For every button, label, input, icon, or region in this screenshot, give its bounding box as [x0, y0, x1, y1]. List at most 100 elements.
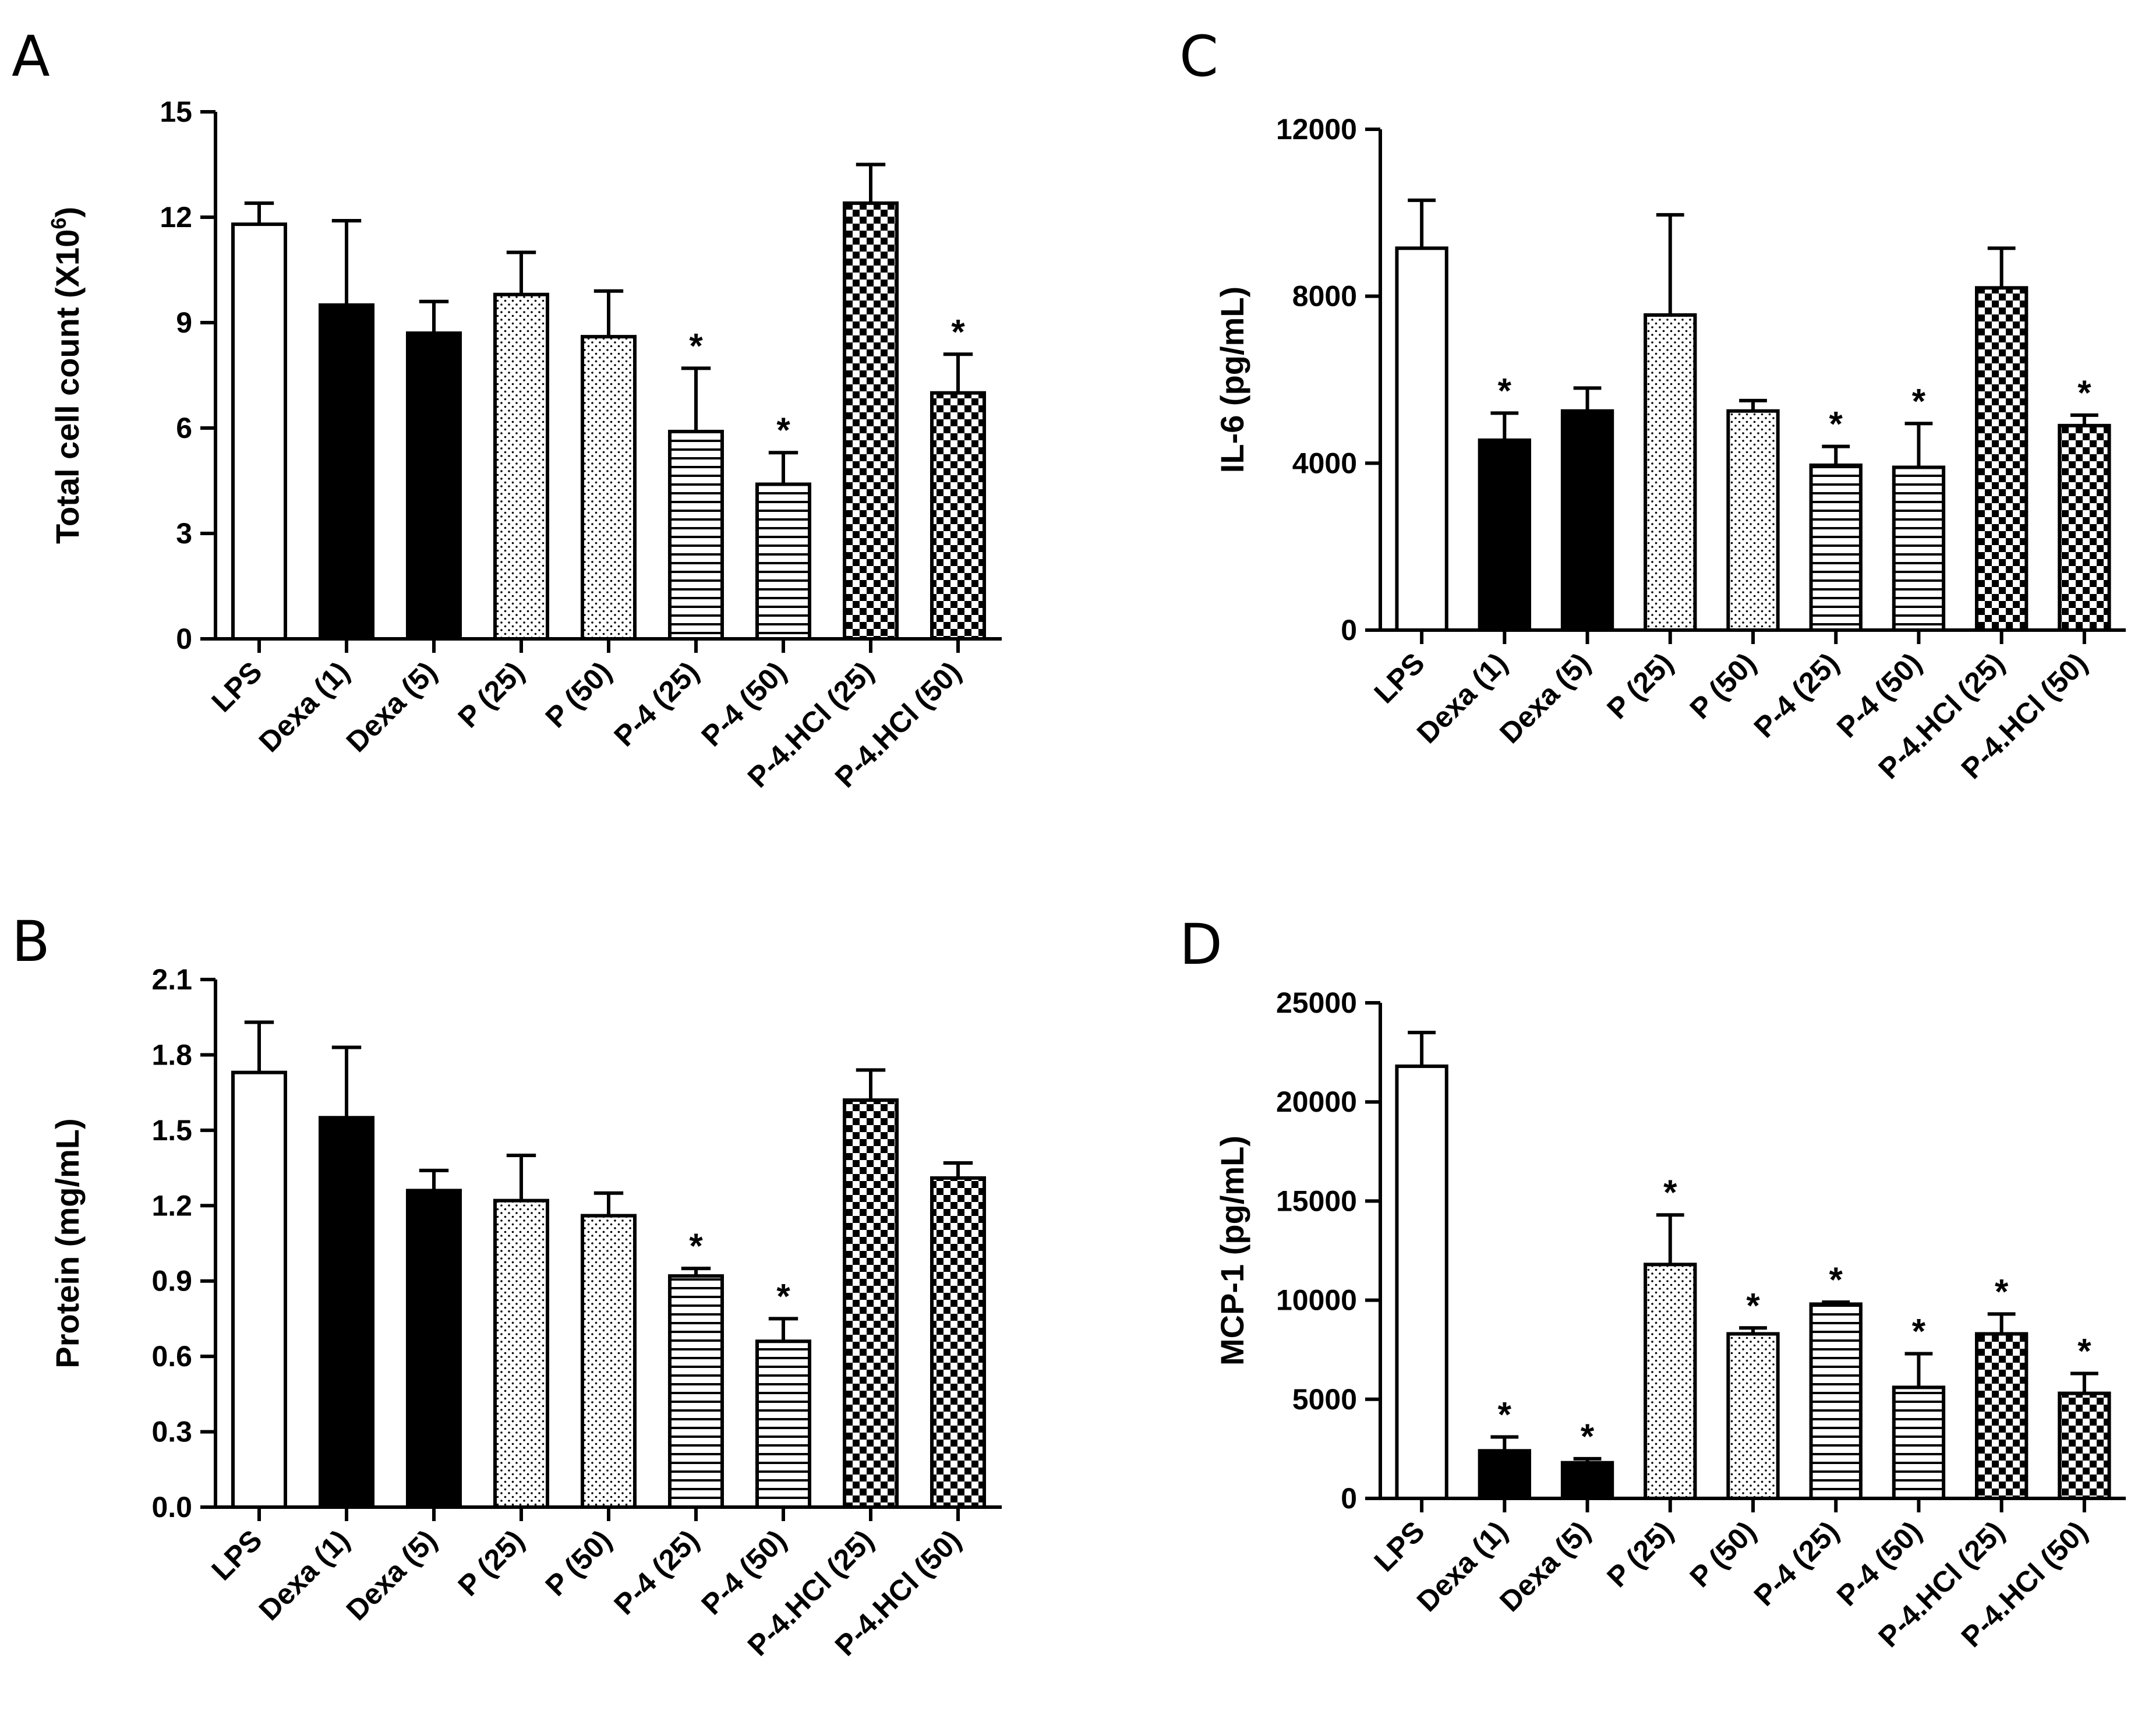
bar-c-dexa-1 [1478, 438, 1532, 632]
category-label-c-dexa-1: Dexa (1) [1411, 646, 1514, 749]
bar-c-p-50 [1726, 409, 1780, 632]
category-label-c-p-4-25: P-4 (25) [1748, 646, 1845, 744]
y-tick-label-b-3: 0.9 [151, 1265, 192, 1297]
y-axis-title-d: MCP-1 (pg/mL) [1214, 1136, 1250, 1366]
category-label-a-dexa-1: Dexa (1) [253, 655, 356, 758]
y-tick-label-b-0: 0.0 [151, 1491, 192, 1523]
bar-a-lps [231, 222, 287, 641]
bar-a-p-4-25 [668, 430, 724, 641]
bar-a-p-4-hcl-50 [930, 391, 986, 641]
panel-c: C 0 4000 8000 12000 IL-6 (pg/mL) LPS * Dexa (1)… [1179, 24, 2126, 785]
panel-label-c: C [1179, 24, 1218, 89]
y-tick-label-d-0: 0 [1341, 1482, 1357, 1515]
y-tick-label-b-7: 2.1 [151, 963, 192, 996]
y-tick-label-c-3: 12000 [1276, 113, 1357, 146]
significance-star-d-dexa-1: * [1498, 1395, 1512, 1434]
bar-b-dexa-5 [406, 1189, 462, 1509]
significance-star-d-dexa-5: * [1581, 1417, 1595, 1456]
y-axis-title-a: Total cell count (X106) [47, 207, 86, 544]
panel-d-plot: 0 5000 10000 15000 20000 25000 MCP-1 (pg/mL) LP… [1214, 987, 2126, 1653]
bar-a-dexa-1 [319, 303, 374, 641]
category-label-a-p-25: P (25) [452, 655, 531, 734]
significance-star-a-p-4-hcl-50: * [951, 312, 965, 351]
significance-star-c-p-4-50: * [1912, 381, 1926, 420]
bar-a-p-50 [581, 335, 637, 641]
bar-d-dexa-1 [1478, 1449, 1532, 1500]
y-axis-title-b: Protein (mg/mL) [49, 1118, 86, 1368]
category-label-c-dexa-5: Dexa (5) [1493, 646, 1596, 749]
y-tick-label-d-3: 15000 [1276, 1185, 1357, 1217]
y-tick-label-c-0: 0 [1341, 614, 1357, 646]
bar-d-p-4-50 [1892, 1385, 1946, 1500]
category-label-b-dexa-1: Dexa (1) [253, 1523, 356, 1627]
panel-b-plot: 0.0 0.3 0.6 0.9 1.2 1.5 1.8 2.1 Protein (mg/mL) L… [49, 963, 1002, 1662]
category-label-b-lps: LPS [205, 1523, 268, 1586]
bar-c-p-4-25 [1809, 463, 1863, 632]
bar-a-p-4-hcl-25 [843, 201, 899, 641]
category-label-b-p-25: P (25) [452, 1523, 531, 1602]
significance-star-d-p-4-hcl-50: * [2077, 1332, 2091, 1371]
panel-label-d: D [1179, 912, 1222, 977]
y-tick-label-b-4: 1.2 [151, 1189, 192, 1222]
significance-star-d-p-4-25: * [1829, 1260, 1843, 1299]
y-tick-label-a-1: 3 [176, 517, 192, 550]
y-tick-label-a-5: 15 [160, 96, 192, 128]
bar-c-dexa-5 [1560, 409, 1614, 632]
significance-star-a-p-4-50: * [776, 411, 790, 450]
y-axis-title-c: IL-6 (pg/mL) [1214, 287, 1250, 473]
bar-d-p-4-hcl-50 [2058, 1391, 2111, 1500]
category-label-b-p-50: P (50) [539, 1523, 618, 1602]
y-tick-label-d-4: 20000 [1276, 1086, 1357, 1118]
y-tick-label-d-1: 5000 [1292, 1383, 1357, 1416]
panel-d: D 0 5000 10000 15000 20000 25000 MCP-1 (pg/mL)… [1179, 912, 2126, 1653]
category-label-d-p-25: P (25) [1600, 1515, 1679, 1593]
bar-a-p-25 [493, 292, 549, 641]
y-tick-label-d-5: 25000 [1276, 987, 1357, 1019]
significance-star-c-p-4-hcl-50: * [2077, 373, 2091, 412]
bar-c-p-4-hcl-50 [2058, 423, 2111, 632]
y-tick-label-a-3: 9 [176, 306, 192, 339]
bar-c-lps [1395, 246, 1448, 632]
y-tick-label-d-2: 10000 [1276, 1284, 1357, 1317]
category-label-d-p-50: P (50) [1684, 1515, 1762, 1593]
category-label-a-p-4-25: P-4 (25) [607, 655, 705, 752]
bar-a-p-4-50 [755, 482, 811, 641]
category-label-a-lps: LPS [205, 655, 268, 718]
category-label-d-dexa-5: Dexa (5) [1493, 1515, 1596, 1618]
y-tick-label-b-6: 1.8 [151, 1038, 192, 1071]
significance-star-c-dexa-1: * [1498, 371, 1512, 410]
y-tick-label-c-1: 4000 [1292, 447, 1357, 479]
significance-star-c-p-4-25: * [1829, 405, 1843, 444]
category-label-c-lps: LPS [1368, 646, 1431, 709]
y-tick-label-a-2: 6 [176, 412, 192, 444]
panel-label-a: A [12, 24, 50, 89]
y-tick-label-b-5: 1.5 [151, 1114, 192, 1147]
category-label-b-p-4-25: P-4 (25) [607, 1523, 705, 1621]
panel-c-plot: 0 4000 8000 12000 IL-6 (pg/mL) LPS * Dexa (1)De… [1214, 113, 2126, 785]
bar-d-dexa-5 [1560, 1461, 1614, 1501]
bar-d-lps [1395, 1064, 1448, 1500]
y-axis-title-superscript-a: 6 [47, 218, 70, 229]
y-axis-title-tail-a: ) [49, 207, 86, 218]
significance-star-d-p-25: * [1663, 1173, 1677, 1212]
significance-star-b-p-4-25: * [689, 1226, 703, 1265]
category-label-a-dexa-5: Dexa (5) [340, 655, 443, 758]
significance-star-d-p-4-50: * [1912, 1312, 1926, 1351]
bar-b-p-4-50 [755, 1339, 811, 1509]
category-label-d-dexa-1: Dexa (1) [1411, 1515, 1514, 1618]
y-tick-label-a-0: 0 [176, 623, 192, 655]
y-tick-label-b-1: 0.3 [151, 1416, 192, 1448]
bar-b-dexa-1 [319, 1116, 374, 1509]
category-label-b-dexa-5: Dexa (5) [340, 1523, 443, 1627]
significance-star-a-p-4-25: * [689, 326, 703, 365]
bar-a-dexa-5 [406, 331, 462, 641]
bar-d-p-25 [1644, 1263, 1697, 1500]
bar-b-p-50 [581, 1214, 637, 1509]
category-label-c-p-25: P (25) [1600, 646, 1679, 725]
bar-b-p-4-25 [668, 1274, 724, 1509]
category-label-d-lps: LPS [1368, 1515, 1431, 1578]
bar-d-p-4-hcl-25 [1975, 1332, 2029, 1501]
